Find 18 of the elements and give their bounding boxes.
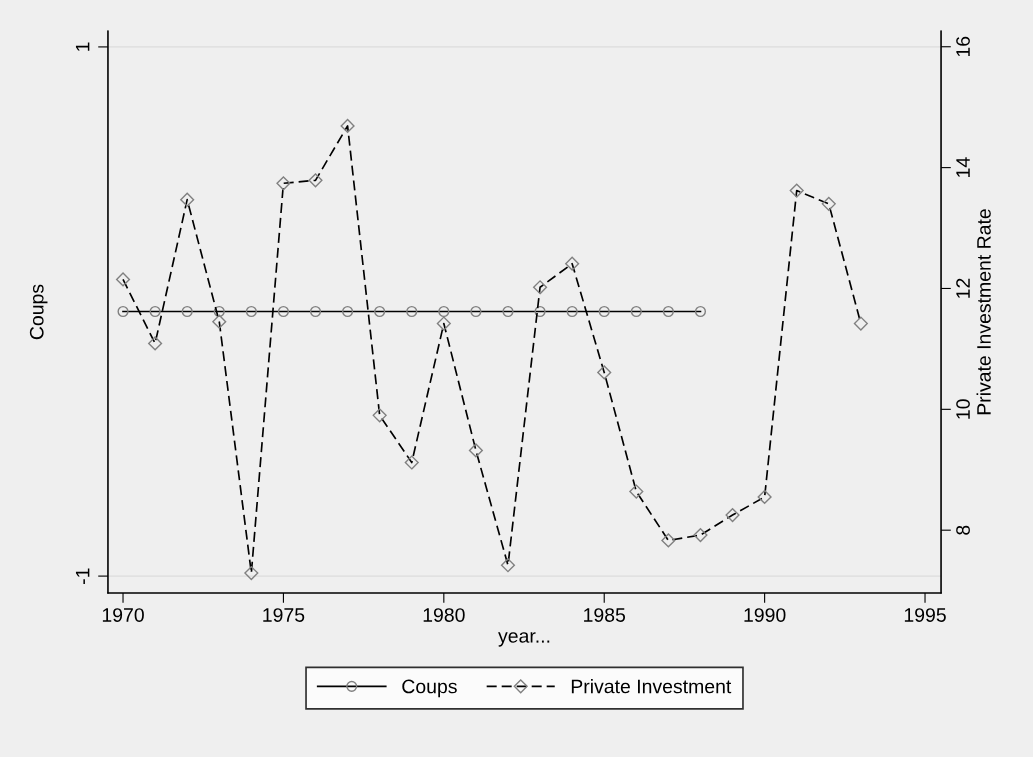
y-tick-label: -1 xyxy=(75,568,90,584)
x-tick-label: 1990 xyxy=(744,608,786,622)
y2-tick-label: 10 xyxy=(956,399,970,419)
legend-label: Private Investment xyxy=(571,679,732,694)
y2-tick-label: 12 xyxy=(956,278,970,298)
x-tick-label: 1980 xyxy=(423,608,465,622)
y2-tick-label: 14 xyxy=(956,157,970,177)
x-tick-label: 1985 xyxy=(584,608,626,622)
y2-tick-label: 8 xyxy=(956,525,970,535)
x-tick-label: 1970 xyxy=(102,608,144,622)
x-tick-label: 1975 xyxy=(263,608,305,622)
legend-label: Coups xyxy=(402,679,457,698)
x-axis-title: year... xyxy=(498,632,550,647)
y-axis-title: Coups xyxy=(29,284,48,340)
x-tick-label: 1995 xyxy=(904,608,946,622)
y-tick-label: 1 xyxy=(75,42,90,51)
y2-tick-label: 16 xyxy=(956,36,970,57)
y2-axis-title: Private Investment Rate xyxy=(976,209,991,415)
